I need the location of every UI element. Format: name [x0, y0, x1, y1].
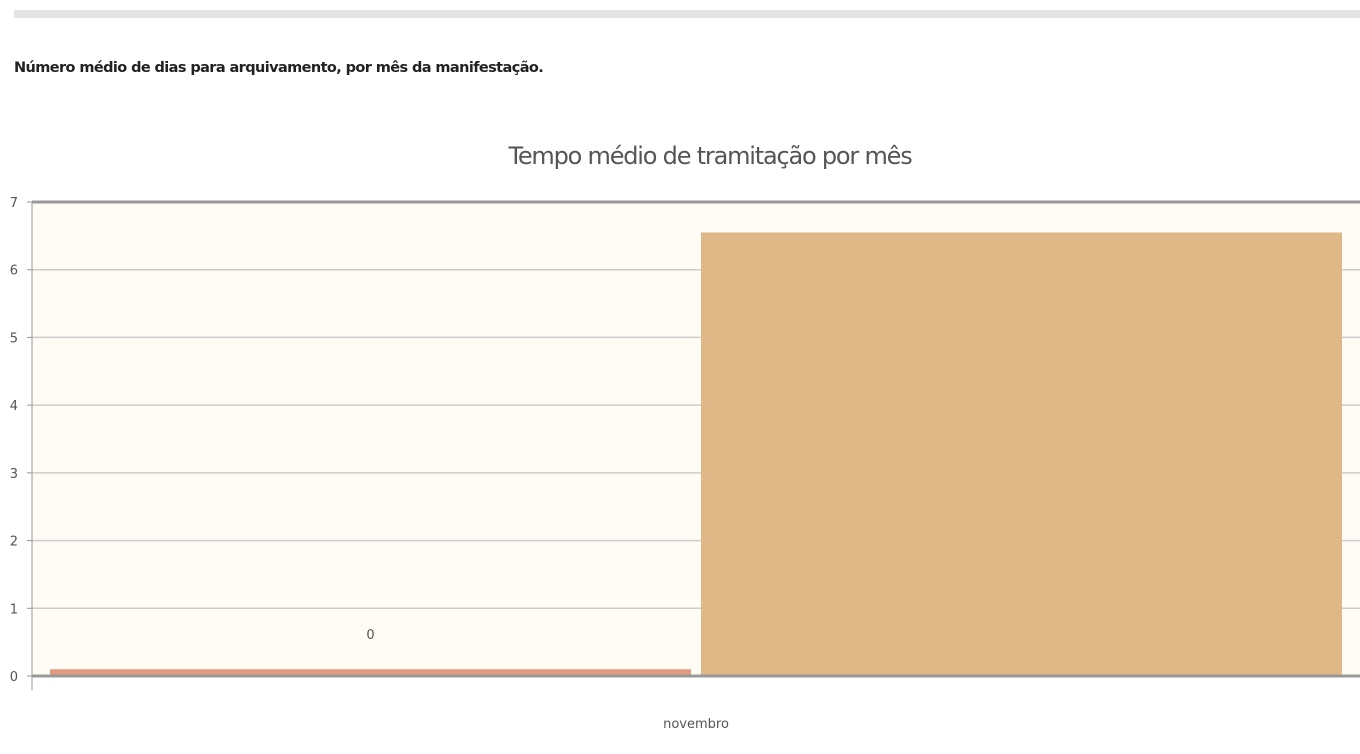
y-tick-label: 1 [10, 602, 18, 617]
x-tick-labels: novembro [663, 717, 729, 732]
y-tick-label: 0 [10, 670, 18, 685]
data-labels: 0 [366, 628, 374, 643]
y-tick-label: 2 [10, 535, 18, 550]
x-tick-label: novembro [663, 717, 729, 732]
y-tick-label: 7 [10, 196, 18, 211]
chart-title: Tempo médio de tramitação por mês [507, 142, 912, 170]
y-tick-label: 5 [10, 331, 18, 346]
y-tick-label: 3 [10, 467, 18, 482]
bar-novembro-0 [50, 669, 691, 676]
section-title: Número médio de dias para arquivamento, … [14, 60, 544, 76]
y-tick-labels: 0 1 2 3 4 5 6 7 [10, 196, 32, 685]
bars [50, 232, 1342, 676]
data-label: 0 [366, 628, 374, 643]
y-tick-label: 4 [10, 399, 18, 414]
bar-novembro-1 [701, 232, 1342, 676]
top-divider [14, 10, 1360, 18]
y-tick-label: 6 [10, 264, 18, 279]
